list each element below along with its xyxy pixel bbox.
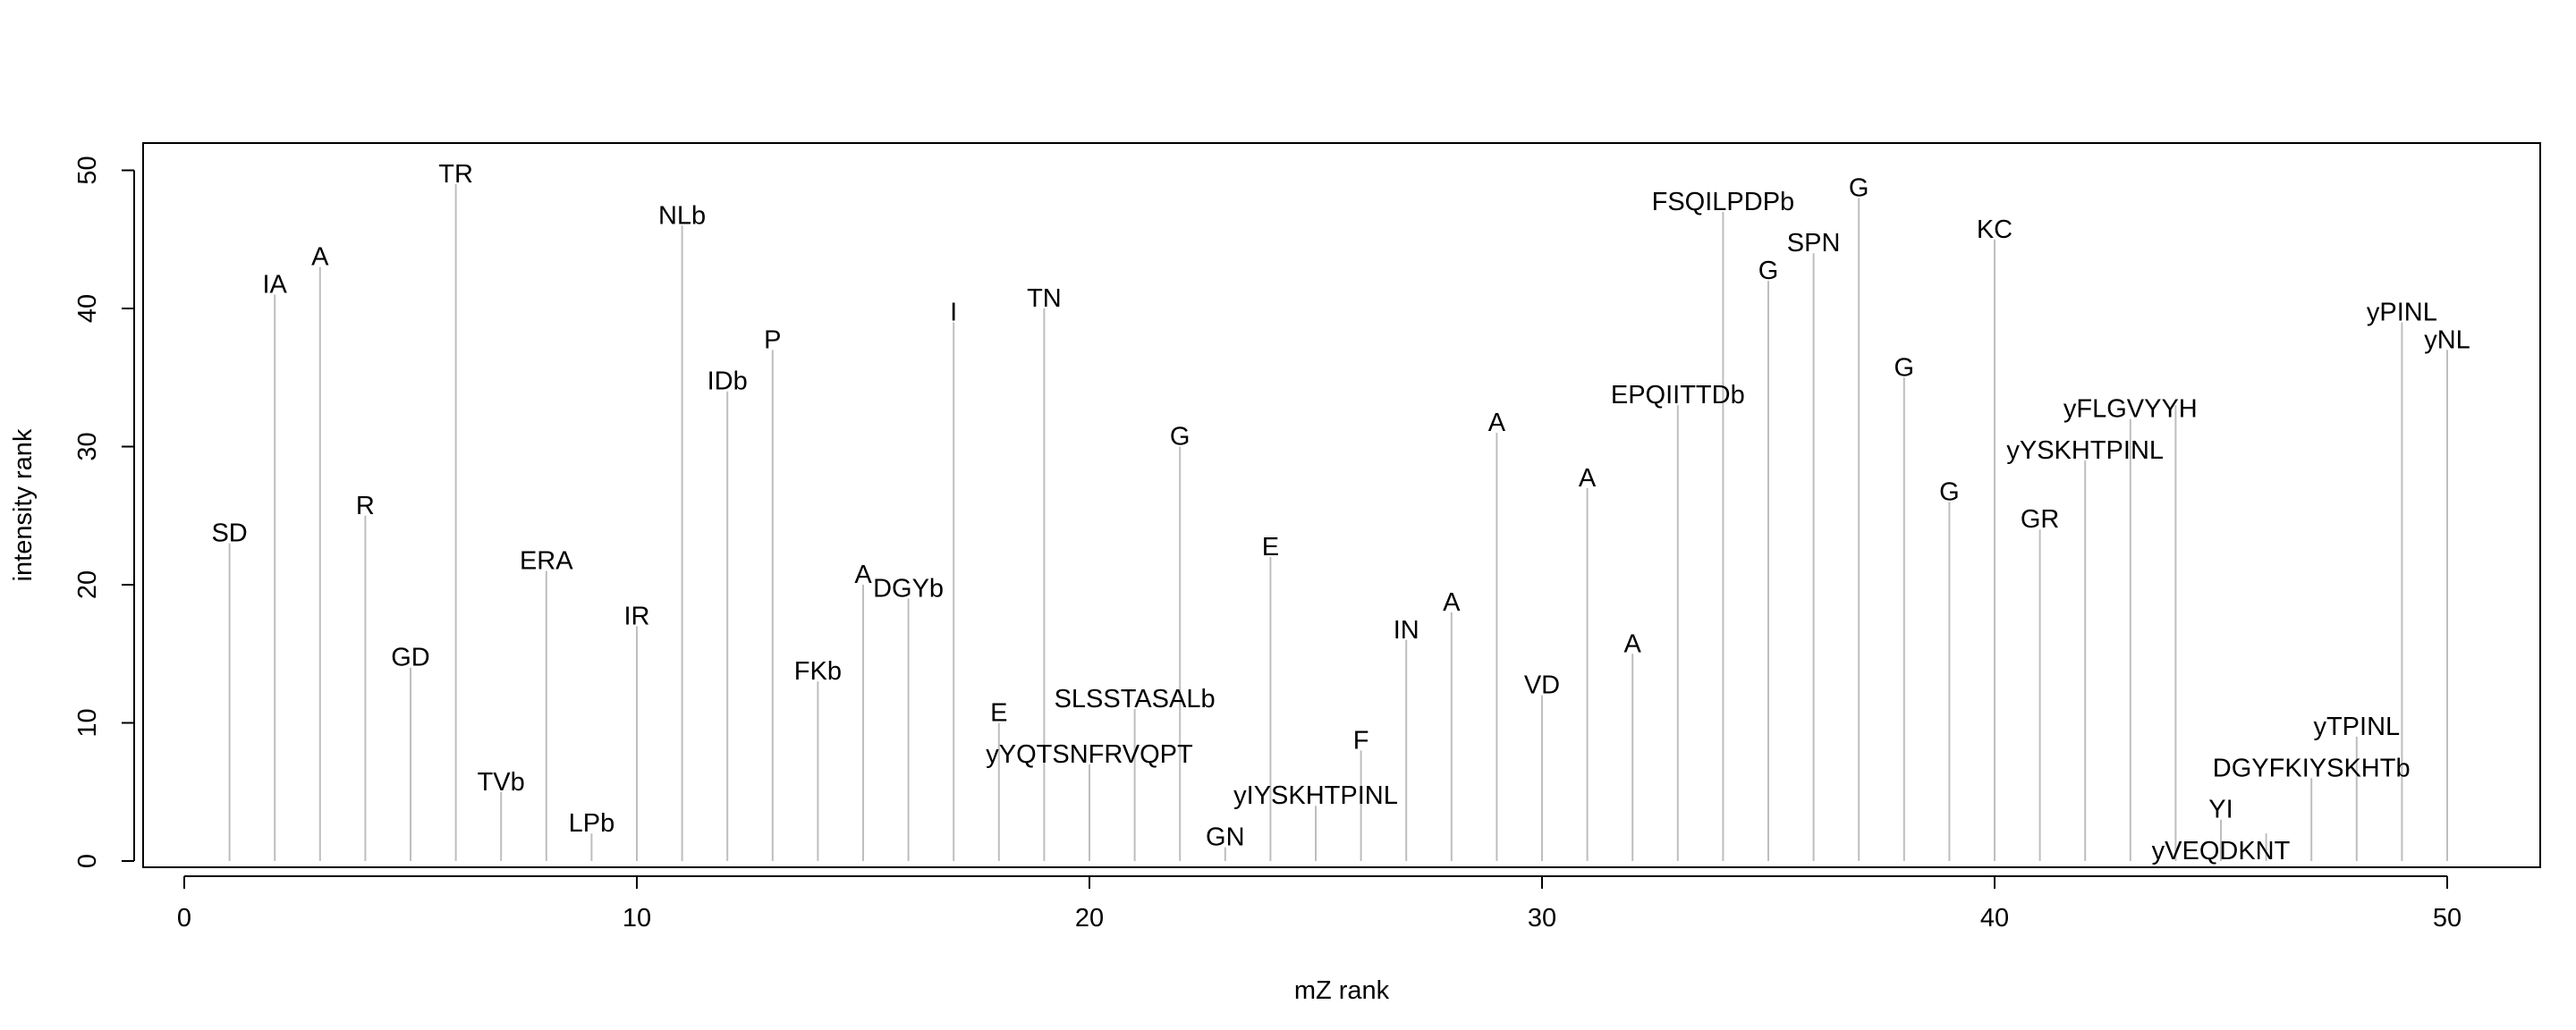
peak-label-14: FKb [794, 657, 842, 686]
peak-label-48: yPINL [2367, 298, 2437, 326]
x-tick-label-40: 40 [1980, 904, 2009, 933]
y-tick-label-20: 20 [73, 570, 102, 599]
peak-label-24: E [1262, 533, 1279, 561]
plot-frame [142, 142, 2541, 868]
y-tick-label-10: 10 [73, 708, 102, 737]
peak-label-2: IA [262, 271, 287, 300]
peak-label-9: LPb [569, 809, 615, 838]
peak-label-18: E [990, 699, 1007, 728]
peak-label-5: GD [391, 644, 430, 672]
peak-label-16: DGYb [873, 574, 944, 603]
peak-label-10: IR [624, 602, 650, 630]
peak-label-32: A [1624, 629, 1642, 658]
x-tick-label-20: 20 [1075, 904, 1104, 933]
x-axis: 0 10 20 30 40 50 [177, 875, 2462, 933]
y-axis-title: intensity rank [9, 428, 38, 581]
peak-label-47: yTPINL [2313, 713, 2400, 741]
peak-label-30: VD [1524, 671, 1560, 700]
peak-label-41: GR [2021, 505, 2060, 534]
peak-label-34: FSQILPDPb [1652, 188, 1795, 216]
peak-label-42: yYSKHTPINL [2006, 436, 2164, 465]
y-tick-label-0: 0 [73, 854, 102, 868]
peak-label-43: yFLGVYYH [2063, 395, 2198, 424]
stem-layer [228, 183, 2448, 861]
peak-label-26: F [1353, 726, 1369, 755]
peak-label-13: P [764, 325, 781, 354]
peak-label-23: GN [1206, 823, 1245, 852]
peak-label-37: G [1849, 173, 1869, 202]
peak-label-11: NLb [658, 201, 706, 230]
peak-label-27: IN [1394, 616, 1419, 645]
peak-label-22: G [1170, 423, 1191, 452]
y-tick-label-50: 50 [73, 156, 102, 184]
peak-label-19: TN [1027, 284, 1062, 313]
peak-label-29: A [1488, 409, 1506, 437]
peak-label-33: EPQIITTDb [1611, 381, 1745, 409]
peak-label-4: R [356, 492, 375, 520]
peak-label-46: DGYFKIYSKHTb [2213, 754, 2411, 782]
x-tick-label-10: 10 [623, 904, 651, 933]
peak-label-7: TVb [478, 768, 525, 797]
peak-label-8: ERA [520, 547, 573, 576]
peak-label-25: yIYSKHTPINL [1233, 781, 1398, 810]
x-axis-title: mZ rank [1294, 976, 1390, 1005]
peak-label-44: yVEQDKNT [2152, 837, 2291, 865]
peak-label-38: G [1894, 353, 1915, 382]
x-tick-label-30: 30 [1528, 904, 1556, 933]
y-tick-label-30: 30 [73, 432, 102, 460]
x-tick-label-50: 50 [2433, 904, 2462, 933]
peak-label-40: KC [1977, 215, 2012, 244]
peak-label-45: YI [2208, 796, 2233, 824]
peak-label-31: A [1579, 464, 1597, 493]
peak-label-35: G [1758, 257, 1779, 285]
peak-label-12: IDb [708, 367, 748, 396]
x-tick-label-0: 0 [177, 904, 191, 933]
y-axis: 0 10 20 30 40 50 [73, 156, 135, 868]
peak-label-3: A [311, 243, 329, 272]
peak-label-39: G [1939, 477, 1960, 506]
peak-label-49: yNL [2424, 325, 2470, 354]
peak-label-6: TR [438, 160, 473, 189]
peak-label-15: A [854, 561, 872, 589]
peak-label-1: SD [211, 519, 247, 548]
peak-label-17: I [950, 298, 957, 326]
peak-label-21: SLSSTASALb [1055, 685, 1216, 713]
peak-label-28: A [1443, 588, 1461, 617]
y-tick-label-40: 40 [73, 294, 102, 323]
peak-label-20: yYQTSNFRVQPT [986, 740, 1193, 769]
peak-label-36: SPN [1787, 229, 1841, 258]
